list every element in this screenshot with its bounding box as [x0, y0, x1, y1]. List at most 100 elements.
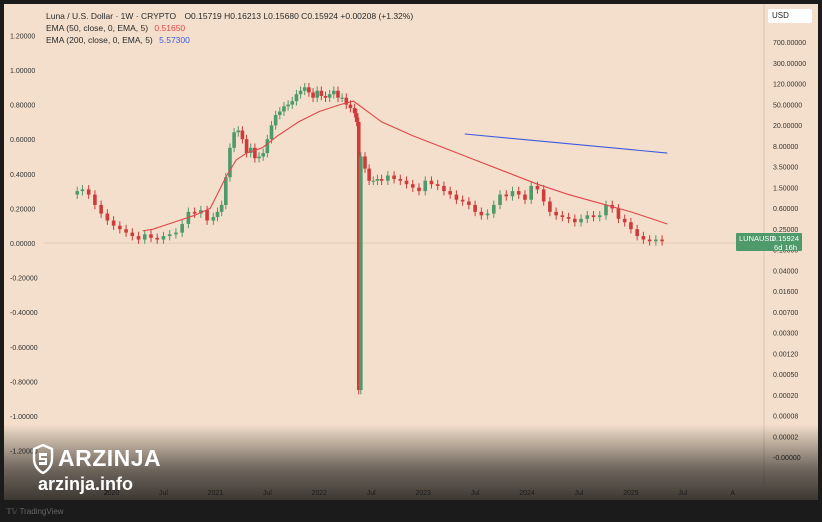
candle-body [367, 168, 371, 181]
legend-ema200-row[interactable]: EMA (200, close, 0, EMA, 5) 5.57300 [46, 34, 413, 46]
ema50-line [142, 100, 668, 232]
right-axis-tick-label: 0.00020 [773, 393, 798, 400]
right-axis-tick-label: 0.00300 [773, 331, 798, 338]
candle-body [265, 139, 270, 154]
left-axis-tick-label: -0.60000 [10, 345, 38, 352]
candle-body [232, 132, 236, 148]
tradingview-logo[interactable]: 𝕋𝕍 TradingView [6, 507, 64, 516]
x-axis-tick-label: Jul [263, 490, 272, 497]
candle-body [261, 153, 265, 157]
right-axis-tick-label: 0.25000 [773, 227, 798, 234]
candle-body [136, 236, 141, 240]
candle-body [386, 175, 390, 181]
ema200-value: 5.57300 [159, 35, 190, 45]
candle-body [363, 156, 367, 169]
candle-body [278, 111, 282, 115]
ema200-label: EMA (200, close, 0, EMA, 5) [46, 35, 153, 45]
candle-body [257, 156, 261, 159]
candle-body [236, 130, 241, 133]
candle-body [442, 185, 446, 192]
candle-body [354, 113, 359, 122]
left-axis-tick-label: -0.20000 [10, 276, 38, 283]
left-axis-tick-label: 0.20000 [10, 206, 35, 213]
candle-body [516, 191, 521, 195]
left-axis-tick-label: 0.00000 [10, 241, 35, 248]
candle-body [290, 101, 295, 105]
candle-body [573, 218, 577, 223]
left-axis-tick-label: -0.40000 [10, 310, 38, 317]
right-axis-tick-label: 300.00000 [773, 61, 806, 68]
candle-body [294, 94, 299, 102]
candle-body [356, 121, 361, 391]
chart-canvas: 1.20000 1.00000 0.80000 0.60000 0.40000 0.200… [10, 4, 806, 497]
x-axis-tick-label: Jul [575, 490, 584, 497]
candle-body [597, 215, 602, 218]
candle-body [75, 191, 80, 195]
right-axis-tick-label: 20.00000 [773, 123, 802, 130]
candle-body [554, 211, 558, 216]
candle-body [149, 234, 153, 238]
watermark-domain: arzinja.info [38, 474, 134, 494]
candle-body [417, 187, 421, 192]
right-axis-tick-label: 1.50000 [773, 185, 798, 192]
candle-body [199, 210, 203, 214]
legend-ema50-row[interactable]: EMA (50, close, 0, EMA, 5) 0.51650 [46, 22, 413, 34]
last-price-tag: LUNAUSD 0.15924 6d 16h [736, 233, 802, 252]
price-tag-countdown: 6d 16h [774, 243, 797, 252]
candle-body [307, 87, 311, 93]
candle-body [161, 236, 166, 240]
candle-body [211, 217, 216, 221]
watermark-brand: ARZINJA [58, 445, 162, 471]
candle-body [248, 147, 253, 154]
right-axis-tick-label: 0.10000 [773, 248, 798, 255]
candle-body [585, 215, 590, 219]
x-axis-tick-label: Jul [159, 490, 168, 497]
ema-layer [142, 100, 668, 232]
candle-body [180, 223, 184, 233]
candle-body [392, 175, 396, 179]
candle-body [332, 90, 336, 95]
right-axis-tick-label: 0.01600 [773, 289, 798, 296]
candle-body [548, 201, 552, 212]
right-axis-tick-label: 0.00700 [773, 310, 798, 317]
x-axis-tick-label: 2021 [208, 490, 224, 497]
candle-body [660, 239, 664, 242]
tv-label: TradingView [19, 507, 64, 516]
candle-body [327, 94, 332, 98]
x-axis-tick-label: 2022 [311, 490, 327, 497]
candle-body [448, 191, 452, 195]
candle-body [105, 213, 110, 221]
candles-layer [75, 82, 664, 395]
candle-body [93, 194, 97, 205]
right-axis-tick-label: 0.00050 [773, 372, 798, 379]
candle-body [282, 106, 286, 112]
currency-selector[interactable]: USD [768, 9, 812, 23]
price-tag-value: 0.15924 [771, 234, 799, 243]
candle-body [629, 222, 633, 230]
right-axis-tick-label: 0.04000 [773, 268, 798, 275]
candle-body [80, 189, 85, 192]
candle-body [504, 194, 509, 197]
candle-body [99, 204, 103, 214]
candle-body [460, 199, 465, 202]
candle-body [467, 201, 471, 205]
candle-body [130, 232, 135, 237]
chart-frame: 1.20000 1.00000 0.80000 0.60000 0.40000 0.200… [4, 4, 818, 500]
candle-body [348, 104, 353, 109]
candle-body [375, 178, 380, 181]
candle-body [541, 189, 546, 202]
left-axis-tick-label: 0.40000 [10, 172, 35, 179]
candle-body [298, 90, 303, 95]
candle-body [311, 92, 315, 98]
right-axis-tick-label: 50.00000 [773, 102, 802, 109]
candle-body [244, 139, 249, 154]
left-axis: 1.20000 1.00000 0.80000 0.60000 0.40000 0.200… [10, 33, 38, 455]
candle-body [379, 178, 384, 181]
candle-body [473, 204, 477, 212]
candle-body [352, 108, 357, 114]
candle-body [240, 130, 245, 140]
left-axis-tick-label: -1.00000 [10, 414, 38, 421]
candle-body [215, 211, 220, 218]
candle-body [336, 90, 340, 98]
x-axis-tick-label: Jul [367, 490, 376, 497]
